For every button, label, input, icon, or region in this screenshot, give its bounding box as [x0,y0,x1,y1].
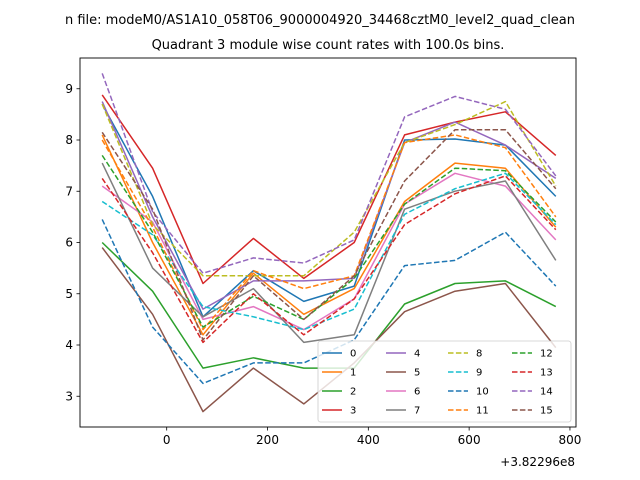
x-tick-label: 400 [357,433,380,447]
legend-label-1: 1 [350,368,356,379]
legend-label-6: 6 [414,387,420,398]
legend-label-10: 10 [476,387,489,398]
chart-title: Quadrant 3 module wise count rates with … [152,38,505,53]
legend-label-15: 15 [540,406,553,417]
legend-label-5: 5 [414,368,420,379]
x-tick-label: 600 [458,433,481,447]
x-tick-label: 200 [256,433,279,447]
legend-label-2: 2 [350,387,356,398]
series-line-4 [101,101,557,310]
y-tick-label: 9 [65,82,73,96]
legend-label-14: 14 [540,387,553,398]
y-tick-label: 3 [65,389,73,403]
y-tick-label: 5 [65,287,73,301]
y-tick-label: 7 [65,184,73,198]
series-line-1 [101,134,557,336]
y-axis: 3 4 5 6 7 8 9 [65,82,80,403]
legend-label-7: 7 [414,406,420,417]
series-line-11 [101,134,557,331]
legend-label-4: 4 [414,349,420,360]
series-line-15 [101,129,557,341]
legend-label-8: 8 [476,349,482,360]
legend-label-9: 9 [476,368,482,379]
legend-label-3: 3 [350,406,356,417]
y-tick-label: 4 [65,338,73,352]
x-axis: 0 200 400 600 800 [163,427,581,447]
series-line-9 [101,172,557,331]
y-tick-label: 6 [65,236,73,250]
legend-label-12: 12 [540,349,553,360]
legend-box [317,340,572,423]
series-line-12 [101,154,557,328]
legend-label-0: 0 [350,349,356,360]
legend-label-13: 13 [540,368,553,379]
series-line-13 [101,175,557,344]
x-tick-label: 800 [558,433,581,447]
series-line-8 [101,100,557,277]
y-tick-label: 8 [65,133,73,147]
series-line-3 [101,94,557,285]
x-offset-label: +3.82296e8 [500,455,575,469]
legend-label-11: 11 [476,406,489,417]
x-tick-label: 0 [163,433,171,447]
series-line-14 [101,73,557,274]
series-line-7 [101,162,557,344]
chart-suptitle: n file: modeM0/AS1A10_058T06_9000004920_… [65,13,575,28]
